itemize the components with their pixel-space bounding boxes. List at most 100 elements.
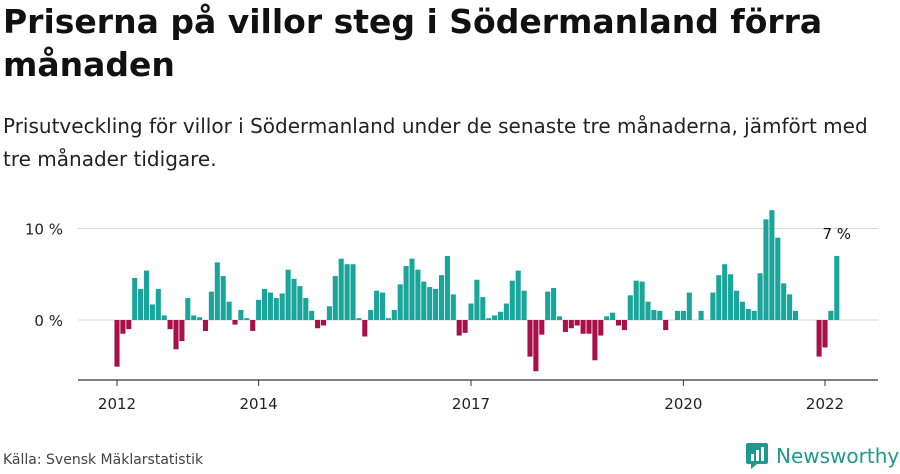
- bar: [468, 303, 474, 320]
- bar: [657, 310, 663, 320]
- bar: [326, 306, 332, 320]
- bar: [710, 292, 716, 320]
- bar: [828, 310, 834, 320]
- latest-value-label: 7 %: [823, 225, 852, 243]
- y-tick-label: 0 %: [34, 312, 63, 330]
- bar: [757, 273, 763, 320]
- bar: [539, 320, 545, 335]
- bar: [267, 292, 273, 320]
- x-tick-label: 2012: [98, 395, 136, 413]
- bar: [663, 320, 669, 331]
- bar: [197, 317, 203, 320]
- bar: [421, 281, 427, 320]
- bar: [362, 320, 368, 337]
- bar: [621, 320, 627, 331]
- chart-subtitle: Prisutveckling för villor i Södermanland…: [3, 114, 868, 171]
- bar: [680, 310, 686, 320]
- bar: [315, 320, 321, 329]
- bar: [580, 320, 586, 334]
- bar: [456, 320, 462, 336]
- bar: [220, 276, 226, 320]
- x-tick-label: 2020: [664, 395, 702, 413]
- bar: [427, 287, 433, 320]
- bar: [403, 266, 409, 320]
- bar: [179, 320, 185, 342]
- bar: [226, 301, 232, 320]
- bar: [433, 288, 439, 320]
- bar: [533, 320, 539, 372]
- bar: [816, 320, 822, 357]
- bar: [739, 301, 745, 320]
- bar: [615, 320, 622, 326]
- bar: [250, 320, 256, 331]
- bar: [385, 318, 391, 320]
- bar: [503, 303, 509, 320]
- bar: [350, 264, 356, 320]
- bar: [214, 262, 220, 321]
- bar: [769, 210, 775, 320]
- bar: [722, 264, 728, 320]
- bar: [527, 320, 533, 357]
- bar: [480, 297, 486, 321]
- bar: [191, 315, 197, 321]
- bar: [143, 270, 150, 320]
- bar: [834, 255, 840, 320]
- bar: [556, 316, 563, 320]
- bar: [114, 320, 120, 367]
- bar: [686, 292, 692, 320]
- bar: [185, 298, 191, 320]
- bar: [444, 255, 450, 320]
- newsworthy-logo: Newsworthy: [745, 441, 899, 471]
- bar: [515, 270, 521, 320]
- bar: [775, 237, 781, 320]
- bar: [509, 280, 515, 320]
- bar: [586, 320, 592, 334]
- bar: [521, 290, 527, 320]
- bar: [120, 320, 126, 334]
- tick-labels: 0 % 10 % 2012 2014 2017 2020 2022 7 %: [25, 221, 851, 414]
- bar: [161, 315, 167, 321]
- bar: [138, 288, 144, 320]
- bar: [368, 309, 374, 321]
- bar: [320, 320, 327, 326]
- bar: [728, 274, 734, 320]
- bar: [285, 269, 291, 321]
- bar: [238, 309, 244, 321]
- bar: [651, 309, 657, 321]
- bar: [763, 219, 769, 320]
- bar: [291, 278, 297, 320]
- bar: [303, 298, 309, 320]
- bar: [409, 258, 415, 320]
- bar: [574, 320, 580, 326]
- bar: [674, 310, 681, 320]
- chart-title: Priserna på villor steg i Södermanland f…: [3, 2, 823, 84]
- bar: [745, 309, 751, 320]
- bar: [202, 320, 209, 331]
- bar: [462, 320, 468, 333]
- bar: [261, 288, 268, 320]
- bar: [486, 318, 492, 320]
- source-note: Källa: Svensk Mäklarstatistik: [3, 452, 204, 468]
- bar: [633, 280, 639, 320]
- bar: [568, 320, 574, 329]
- bar: [639, 281, 645, 320]
- x-tick-label: 2022: [806, 395, 844, 413]
- bar: [450, 294, 456, 320]
- x-tick-label: 2017: [452, 395, 490, 413]
- newsworthy-logo-icon: [746, 443, 768, 469]
- bar: [309, 310, 315, 320]
- bar: [391, 309, 397, 321]
- bar: [733, 290, 740, 320]
- bar: [551, 287, 557, 320]
- bar: [167, 320, 173, 330]
- bar: [132, 277, 138, 320]
- x-tick-label: 2014: [240, 395, 278, 413]
- bars: [114, 210, 840, 372]
- bar: [126, 320, 132, 330]
- bar: [545, 291, 551, 320]
- bar: [244, 318, 250, 320]
- bar: [598, 320, 604, 336]
- axis: [78, 379, 878, 386]
- bar: [610, 312, 616, 320]
